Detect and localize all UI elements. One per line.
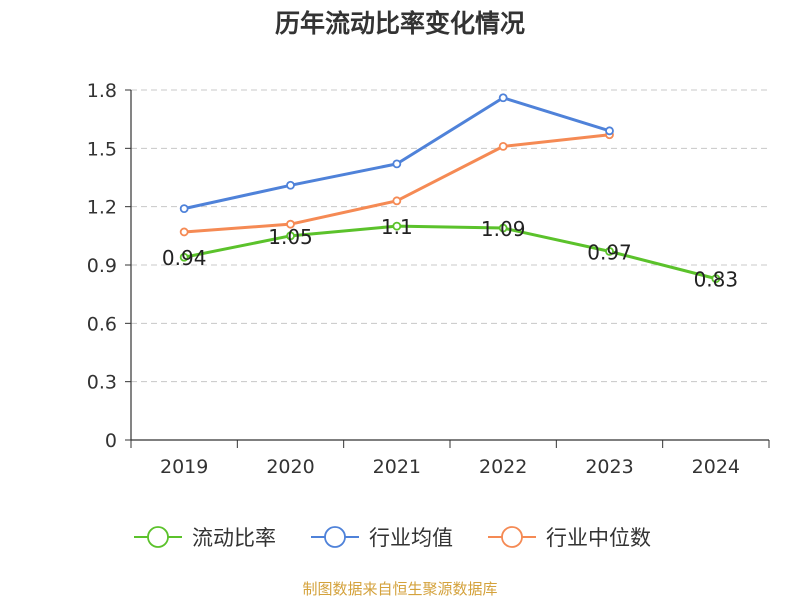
data-point bbox=[498, 141, 508, 151]
data-point bbox=[392, 196, 402, 206]
source-note: 制图数据来自恒生聚源数据库 bbox=[302, 580, 498, 598]
legend-marker bbox=[324, 526, 346, 548]
x-tick-label: 2021 bbox=[373, 456, 421, 478]
data-point bbox=[286, 180, 295, 190]
data-label: 1.1 bbox=[381, 215, 413, 239]
y-tick-label: 1.2 bbox=[87, 197, 117, 219]
legend-marker bbox=[501, 526, 523, 548]
y-tick-label: 1.8 bbox=[87, 80, 117, 102]
data-point bbox=[498, 93, 508, 103]
x-tick-label: 2022 bbox=[479, 456, 527, 478]
y-tick-label: 0.6 bbox=[87, 313, 117, 335]
data-point bbox=[605, 246, 614, 256]
data-point bbox=[711, 274, 721, 284]
data-label: 1.05 bbox=[268, 225, 313, 249]
legend-marker bbox=[147, 526, 169, 548]
data-label: 1.09 bbox=[481, 217, 526, 241]
y-tick-label: 1.5 bbox=[87, 138, 117, 160]
data-point bbox=[179, 204, 189, 214]
x-tick-label: 2020 bbox=[266, 456, 314, 478]
legend-label: 行业均值 bbox=[369, 526, 453, 550]
data-label: 0.94 bbox=[162, 246, 207, 270]
legend-label: 行业中位数 bbox=[546, 526, 651, 550]
y-tick-label: 0.9 bbox=[87, 255, 117, 277]
legend-label: 流动比率 bbox=[192, 526, 276, 550]
data-point bbox=[605, 126, 614, 136]
data-point bbox=[392, 221, 402, 231]
data-point bbox=[286, 219, 295, 229]
data-point bbox=[392, 159, 402, 169]
x-tick-label: 2023 bbox=[585, 456, 633, 478]
y-tick-label: 0 bbox=[105, 430, 117, 452]
series-line bbox=[183, 224, 717, 281]
x-tick-label: 2019 bbox=[160, 456, 208, 478]
data-label: 0.83 bbox=[694, 268, 739, 292]
data-point bbox=[286, 231, 295, 241]
data-point bbox=[498, 223, 508, 233]
chart-title: 历年流动比率变化情况 bbox=[274, 9, 525, 38]
data-label: 0.97 bbox=[587, 240, 632, 264]
x-tick-label: 2024 bbox=[692, 456, 740, 478]
series-line bbox=[183, 96, 610, 211]
y-tick-label: 0.3 bbox=[87, 372, 117, 394]
data-point bbox=[179, 227, 189, 237]
data-point bbox=[179, 252, 189, 262]
